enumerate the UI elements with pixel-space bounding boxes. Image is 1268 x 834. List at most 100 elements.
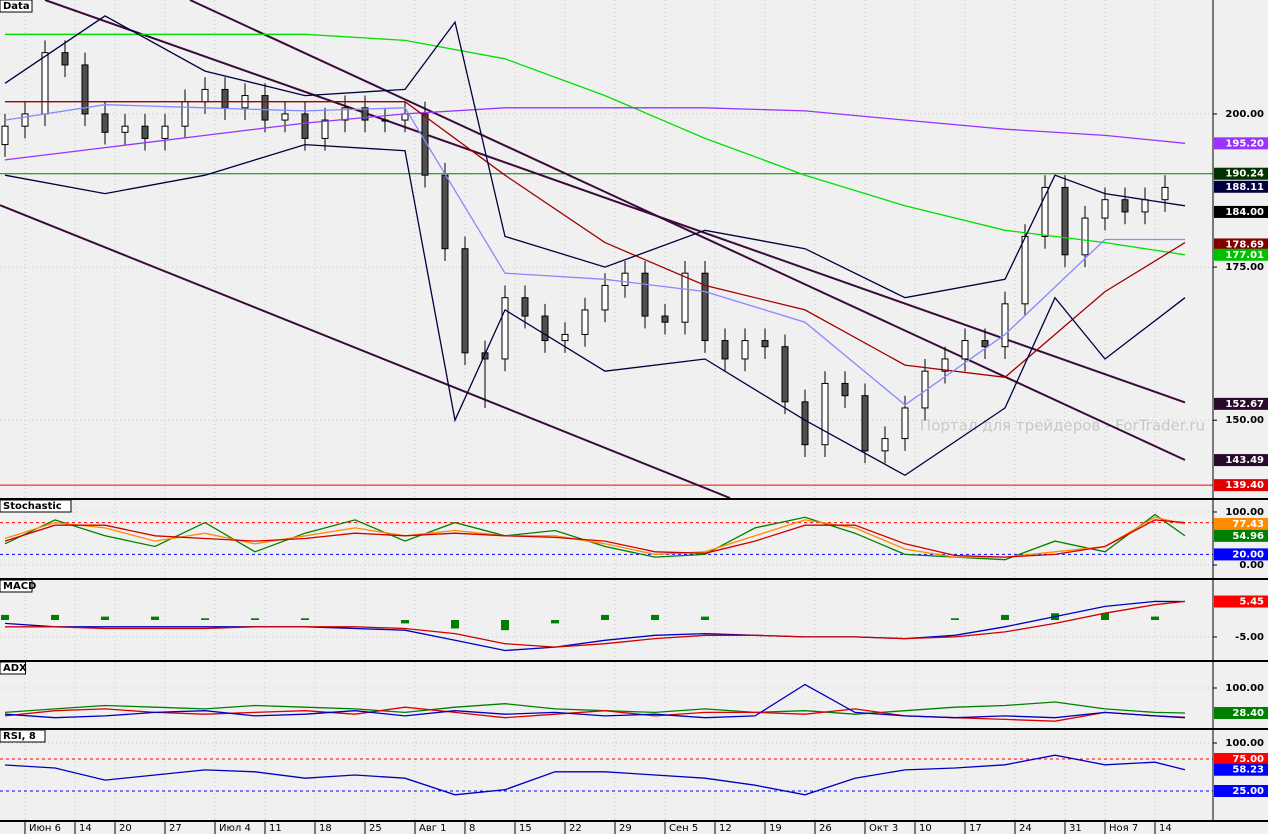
price-label-box [1214, 137, 1268, 150]
candle-body [901, 407, 909, 440]
x-tick-label: 14 [79, 823, 92, 834]
price-label-box [1214, 238, 1268, 251]
price-label-box [1214, 205, 1268, 218]
x-tick-label: 8 [469, 823, 475, 834]
candle-body [861, 395, 869, 452]
y-tick-label: 150.00 [1225, 415, 1264, 426]
price-label: 25.00 [1232, 786, 1264, 797]
price-label-box [1214, 763, 1268, 776]
candle-body [781, 346, 789, 403]
histogram-bar [501, 620, 509, 631]
candle-body [381, 119, 389, 122]
candle-body [1141, 199, 1149, 213]
x-tick-label: 27 [169, 823, 182, 834]
candle-body [21, 113, 29, 127]
histogram-bar [401, 620, 409, 624]
panel-title: ADX [3, 663, 27, 674]
candle-body [81, 64, 89, 115]
candle-body [141, 125, 149, 139]
x-tick-label: 12 [719, 823, 732, 834]
candle-body [221, 88, 229, 109]
price-label: 188.11 [1225, 182, 1264, 193]
y-tick-label: 200.00 [1225, 109, 1264, 120]
candle-body [1161, 186, 1169, 201]
candle-body [681, 272, 689, 323]
candle-body [501, 297, 509, 360]
y-tick-label: 0.00 [1239, 560, 1264, 571]
x-tick-label: Июн 6 [29, 823, 61, 834]
candle-body [841, 382, 849, 397]
price-label-box [1214, 180, 1268, 193]
candle-body [721, 340, 729, 360]
candle-body [321, 119, 329, 139]
candle-body [941, 358, 949, 372]
price-label-box [1214, 529, 1268, 542]
price-label: 54.96 [1232, 531, 1264, 542]
x-tick-label: 20 [119, 823, 132, 834]
candle-body [881, 438, 889, 452]
series-line [4, 15, 1186, 299]
candle-body [1101, 199, 1109, 219]
price-label-box [1214, 167, 1268, 180]
candle-body [1001, 303, 1009, 348]
price-label: 20.00 [1232, 549, 1264, 560]
candle-body [601, 284, 609, 311]
price-label: 75.00 [1232, 754, 1264, 765]
candle-body [641, 272, 649, 317]
candle-body [101, 113, 109, 133]
price-label-box [1214, 548, 1268, 561]
x-tick-label: 19 [769, 823, 782, 834]
series-line [4, 104, 1185, 406]
candle-body [461, 248, 469, 354]
x-tick-label: Июл 4 [219, 823, 251, 834]
price-label-box [1214, 248, 1268, 261]
histogram-bar [451, 620, 459, 629]
y-tick-label: -5.00 [1235, 632, 1264, 643]
panel-title: Stochastic [3, 501, 62, 512]
y-tick-label: 175.00 [1225, 262, 1264, 273]
x-tick-label: 15 [519, 823, 532, 834]
price-label-box [1214, 785, 1268, 798]
histogram-bar [601, 614, 609, 620]
x-tick-label: 10 [919, 823, 932, 834]
candle-body [281, 113, 289, 121]
candle-body [121, 125, 129, 133]
histogram-bar [201, 618, 209, 620]
histogram-bar [151, 616, 159, 620]
x-tick-label: 11 [269, 823, 282, 834]
series-line [5, 33, 1186, 256]
candle-body [201, 88, 209, 103]
price-label-box [1214, 517, 1268, 530]
x-tick-label: Сен 5 [669, 823, 698, 834]
y-tick-label: 100.00 [1225, 738, 1264, 749]
candle-body [921, 370, 929, 409]
panel-title: Data [3, 1, 30, 12]
x-tick-label: 24 [1019, 823, 1032, 834]
candle-body [621, 272, 629, 286]
price-label: 178.69 [1225, 239, 1264, 250]
series-line [4, 706, 1186, 722]
candle-body [741, 340, 749, 360]
price-label: 58.23 [1232, 765, 1264, 776]
candle-body [1081, 217, 1089, 256]
trend-line [189, 0, 1186, 461]
x-tick-label: 18 [319, 823, 332, 834]
histogram-bar [951, 618, 959, 620]
candle-body [1041, 186, 1049, 237]
candle-body [821, 382, 829, 446]
x-tick-label: 22 [569, 823, 582, 834]
price-label: 139.40 [1225, 480, 1264, 491]
histogram-bar [101, 616, 109, 620]
candle-body [581, 309, 589, 335]
candle-body [421, 113, 429, 176]
candle-body [981, 340, 989, 348]
candle-body [1061, 186, 1069, 256]
candle-body [561, 333, 569, 342]
candle-body [961, 340, 969, 360]
price-label: 77.43 [1232, 519, 1264, 530]
x-tick-label: 17 [969, 823, 982, 834]
candle-body [761, 340, 769, 348]
